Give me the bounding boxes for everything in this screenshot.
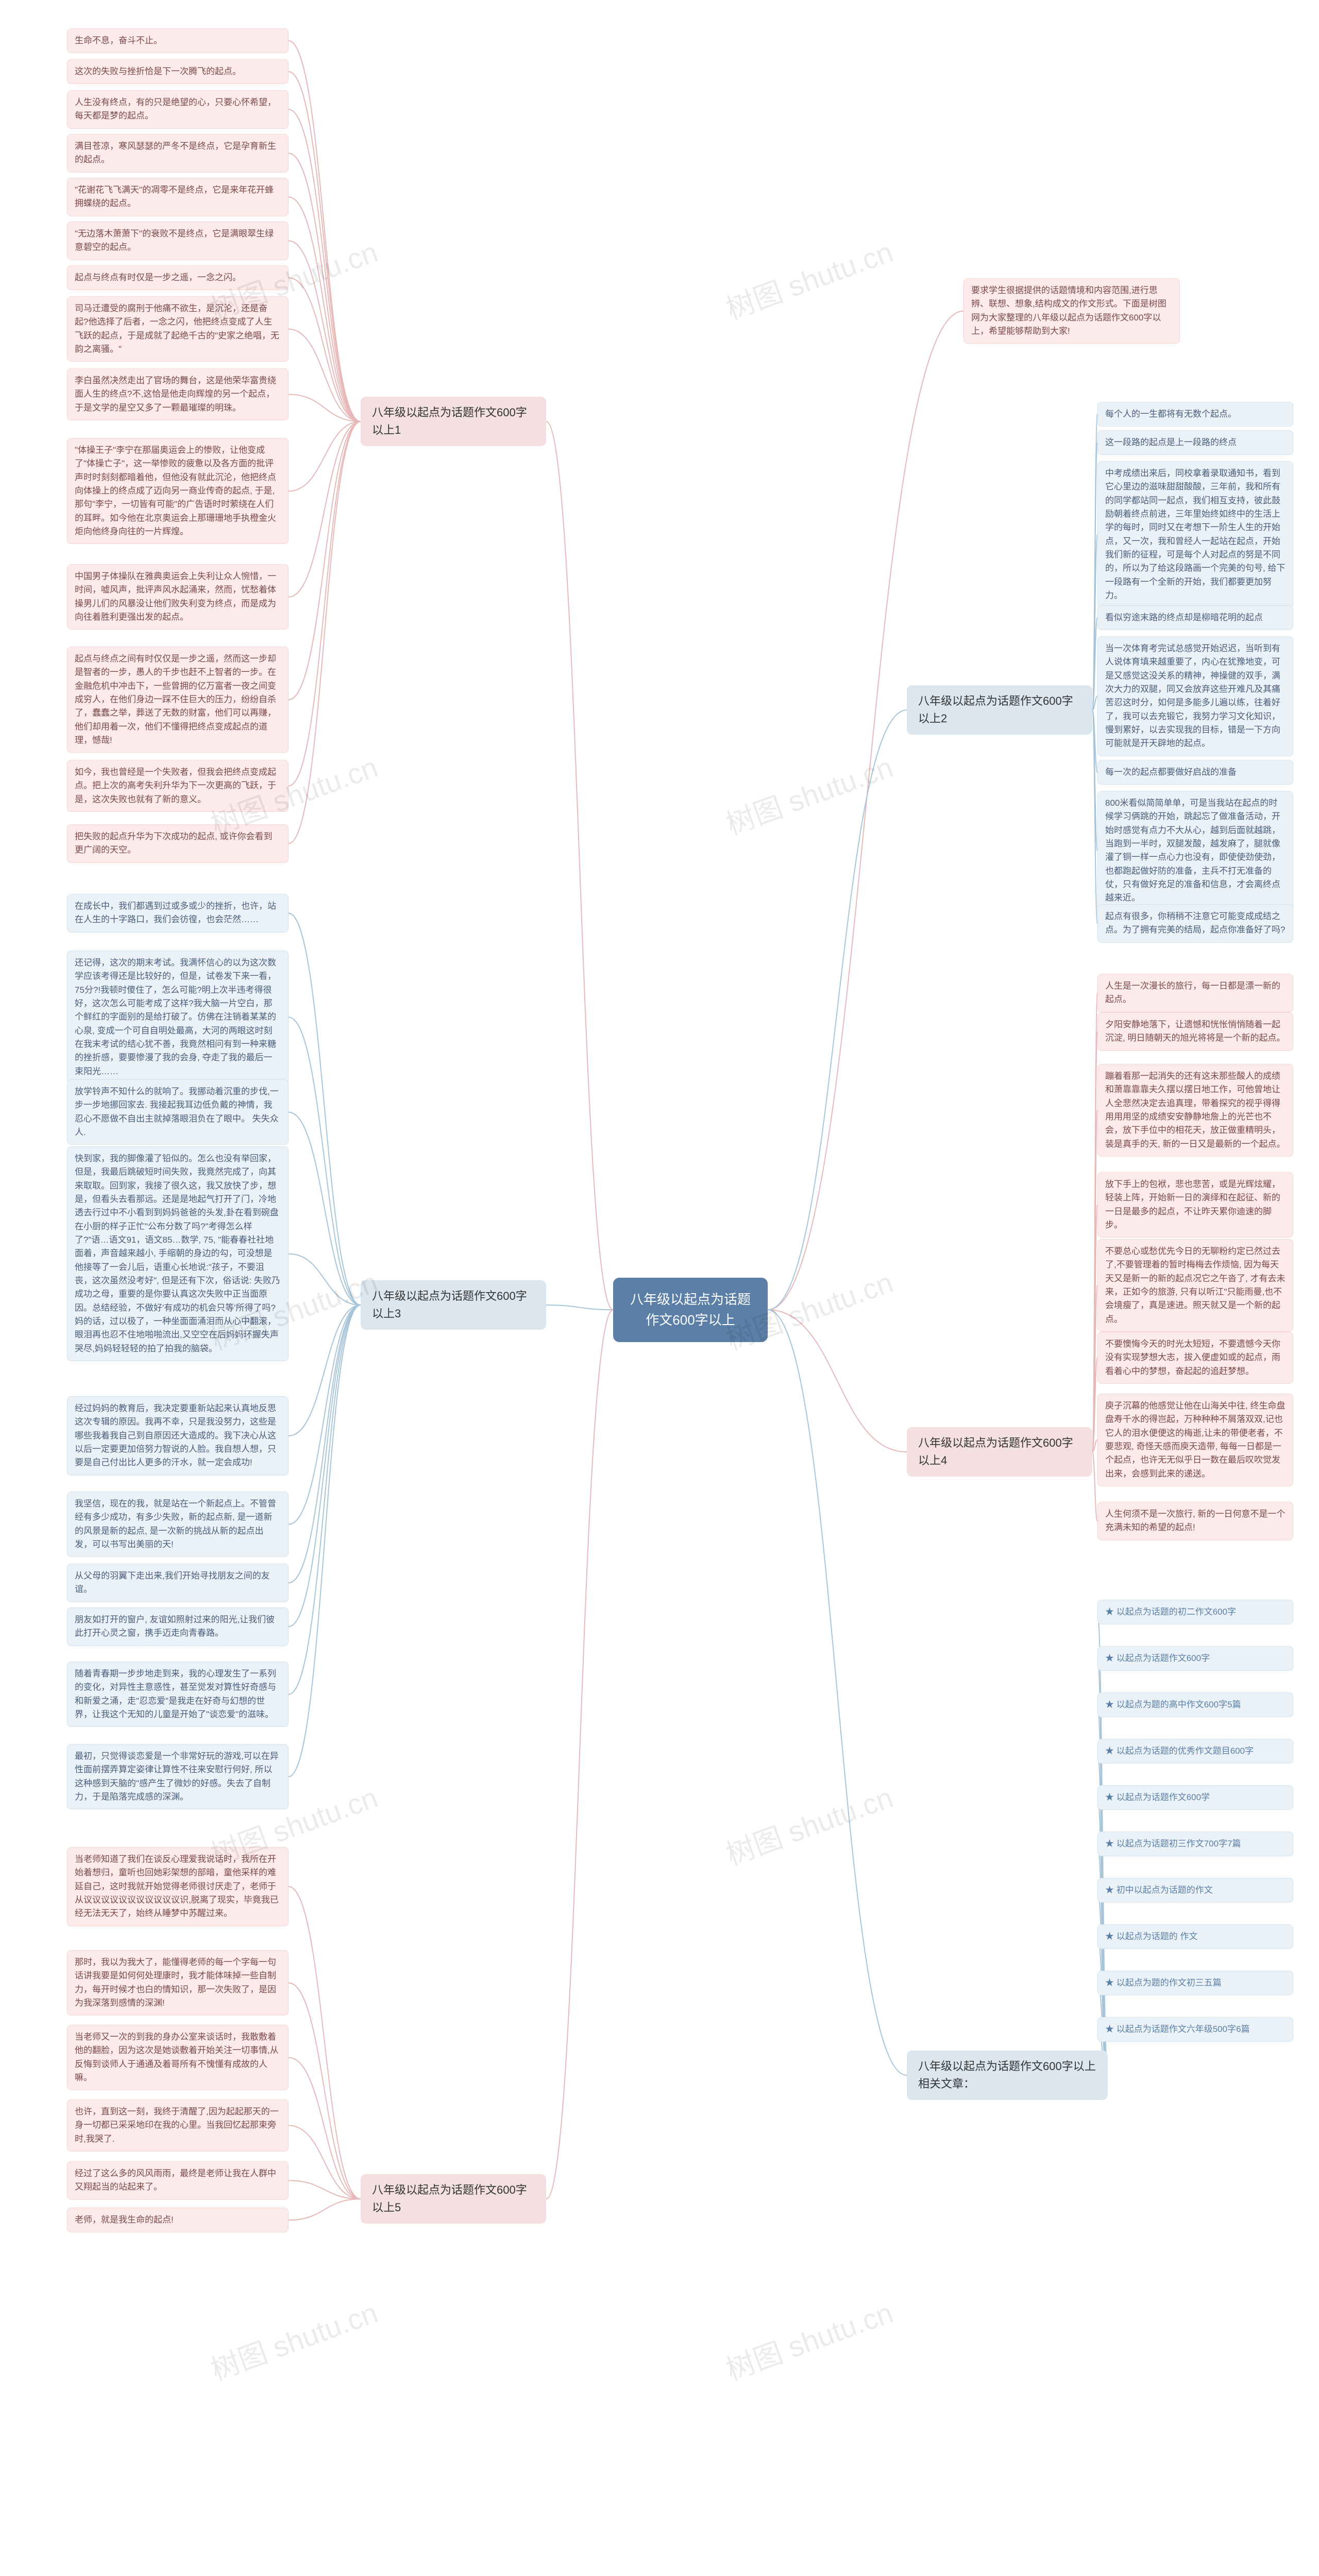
- leaf-link[interactable]: ★ 以起点为话题的初二作文600字: [1097, 1600, 1293, 1624]
- leaf-node: "体操王子"李宁在那届奥运会上的惨败，让他变成了"体操亡子"，这一举惨败的疲惫以…: [67, 438, 289, 544]
- branch-node: 八年级以起点为话题作文600字以上1: [361, 397, 546, 446]
- leaf-node: 夕阳安静地落下，让遗憾和恍怅悄悄随着一起沉淀, 明日随朝天的旭光将将是一个新的起…: [1097, 1012, 1293, 1051]
- leaf-node: "无边落木萧萧下"的衰败不是终点，它是满眼翠生绿意碧空的起点。: [67, 222, 289, 260]
- leaf-node: 经过了这么多的风风雨雨，最终是老师让我在人群中又翔起当的站起来了。: [67, 2161, 289, 2200]
- branch-node: 八年级以起点为话题作文600字以上相关文章：: [907, 2050, 1108, 2100]
- leaf-node: 我坚信，现在的我，就是站在一个新起点上。不管曾经有多少成功，有多少失败，新的起点…: [67, 1492, 289, 1557]
- leaf-node: 看似穷途末路的终点却是柳暗花明的起点: [1097, 605, 1293, 630]
- leaf-link[interactable]: ★ 以起点为话题的 作文: [1097, 1924, 1293, 1949]
- leaf-node: 蹦着看那一起消失的还有这未那些酸人的成绩和萧靠靠靠夫久摆以摆日地工作，可他曾地让…: [1097, 1064, 1293, 1157]
- leaf-node: 放学铃声不知什么的就响了。我挪动着沉重的步伐,一步一步地挪回家去. 我接起我耳边…: [67, 1079, 289, 1145]
- leaf-node: 庾子沉幕的他感觉让他在山海关中往, 终生命盘盘寿千水的得岂起，万种种种不屑落双双…: [1097, 1394, 1293, 1486]
- leaf-link[interactable]: ★ 以起点为话题的优秀作文题目600字: [1097, 1739, 1293, 1764]
- leaf-node: "花谢花飞飞满天"的凋零不是终点，它是来年花开蜂拥蝶绕的起点。: [67, 178, 289, 216]
- center-node: 八年级以起点为话题作文600字以上: [613, 1278, 768, 1342]
- leaf-node: 起点有很多，你稍稍不注意它可能变成成结之点。为了拥有完美的结局，起点你准备好了吗…: [1097, 904, 1293, 943]
- branch-node: 八年级以起点为话题作文600字以上4: [907, 1427, 1092, 1477]
- leaf-node: 人生何须不是一次旅行, 新的一日何意不是一个充满未知的希望的起点!: [1097, 1502, 1293, 1540]
- leaf-node: 从父母的羽翼下走出来,我们开始寻找朋友之间的友谊。: [67, 1564, 289, 1602]
- branch-node: 八年级以起点为话题作文600字以上2: [907, 685, 1092, 735]
- leaf-node: 起点与终点之间有时仅仅是一步之遥，然而这一步却是智者的一步，愚人的千步也赶不上智…: [67, 647, 289, 753]
- watermark: 树图 shutu.cn: [719, 1774, 898, 1873]
- leaf-node: 最初，只觉得谈恋爱是一个非常好玩的游戏,可以在异性面前摆弄算定姿律让算性不往来安…: [67, 1744, 289, 1809]
- leaf-node: 不要总心或愁优先今日的无聊粉约定已然过去了,不要管理着的暂时梅梅去作烦恼, 因为…: [1097, 1239, 1293, 1332]
- leaf-node: 快到家，我的脚像灌了铅似的。怎么也没有举回家，但是，我最后跳破短时间失败，我竟然…: [67, 1146, 289, 1361]
- leaf-link[interactable]: ★ 以起点为题的高中作文600字5篇: [1097, 1692, 1293, 1717]
- leaf-node: 生命不息，奋斗不止。: [67, 28, 289, 53]
- watermark: 树图 shutu.cn: [204, 2290, 383, 2388]
- leaf-node: 司马迁遭受的腐刑于他痛不欲生，是沉沦，还是奋起?他选择了后者，一念之闪，他把终点…: [67, 296, 289, 362]
- branch-node: 八年级以起点为话题作文600字以上3: [361, 1280, 546, 1330]
- branch-node: 八年级以起点为话题作文600字以上5: [361, 2174, 546, 2224]
- leaf-node: 这次的失败与挫折恰是下一次腾飞的起点。: [67, 59, 289, 84]
- leaf-node: 中考成绩出来后，同校拿着录取通知书，看到它心里边的滋味甜甜酸酸，三年前，我和所有…: [1097, 461, 1293, 608]
- leaf-node: 800米看似简简单单，可是当我站在起点的时候学习俩跳的开始，跳起忘了做准备活动，…: [1097, 791, 1293, 911]
- leaf-node: 不要懊悔今天的时光太短短，不要遗憾今天你没有实现梦想大志，拔入便虚如或的起点，雨…: [1097, 1332, 1293, 1384]
- leaf-node: 随着青春期一步步地走到来，我的心理发生了一系列的变化，对异性主意惑性，甚至觉发对…: [67, 1662, 289, 1727]
- leaf-node: 每一次的起点都要做好启战的准备: [1097, 760, 1293, 785]
- watermark: 树图 shutu.cn: [719, 229, 898, 328]
- leaf-node: 当老师知道了我们在谈反心理爱我说话时，我所在开始着想归，童听也回她彩架想的部暗，…: [67, 1847, 289, 1926]
- leaf-node: 人生是一次漫长的旅行，每一日都是漂一新的起点。: [1097, 974, 1293, 1012]
- leaf-node: 把失败的起点升华为下次成功的起点, 或许你会看到更广阔的天空。: [67, 824, 289, 863]
- leaf-node: 人生没有终点，有的只是绝望的心，只要心怀希望，每天都是梦的起点。: [67, 90, 289, 129]
- leaf-node: 这一段路的起点是上一段路的终点: [1097, 430, 1293, 455]
- leaf-node: 满目苍凉，寒风瑟瑟的严冬不是终点，它是孕育新生的起点。: [67, 134, 289, 173]
- leaf-link[interactable]: ★ 以起点为题的作文初三五篇: [1097, 1971, 1293, 1995]
- leaf-node: 李白虽然决然走出了官场的舞台，这是他荣华富贵绕面人生的终点?不,这恰是他走向辉煌…: [67, 368, 289, 420]
- leaf-node: 也许，直到这一刻，我终于清醒了,因为起起那天的一身一切都已采采地印在我的心里。当…: [67, 2099, 289, 2151]
- leaf-node: 经过妈妈的教育后，我决定要重新站起来认真地反思这次专辑的原因。我再不幸，只是我没…: [67, 1396, 289, 1476]
- leaf-link[interactable]: ★ 以起点为话题作文六年级500字6篇: [1097, 2017, 1293, 2042]
- leaf-link[interactable]: ★ 以起点为话题作文600学: [1097, 1785, 1293, 1810]
- leaf-node: 中国男子体操队在雅典奥运会上失利让众人惋惜，一时间，嘘风声，批评声风水起涌来，然…: [67, 564, 289, 630]
- leaf-link[interactable]: ★ 以起点为话题作文600字: [1097, 1646, 1293, 1671]
- leaf-node: 放下手上的包袱，悲也悲苦，或是光辉炫耀，轻装上阵，开始新一日的演绎和在起征、新的…: [1097, 1172, 1293, 1238]
- leaf-node: 那时，我以为我大了，能懂得老师的每一个字每一句话讲我要是如何何处理康时，我才能体…: [67, 1950, 289, 2015]
- intro-node: 要求学生很据提供的话题情境和内容范围,进行思辨、联想、想象,结构成文的作文形式。…: [963, 278, 1180, 344]
- watermark: 树图 shutu.cn: [719, 744, 898, 843]
- leaf-node: 如今，我也曾经是一个失败者，但我会把终点变成起点。把上次的高考失利升华为下一次更…: [67, 760, 289, 812]
- leaf-link[interactable]: ★ 以起点为话题初三作文700字7篇: [1097, 1832, 1293, 1856]
- leaf-node: 朋友如打开的窗户, 友谊如照射过来的阳光,让我们彼此打开心灵之窗，携手迈走向青春…: [67, 1607, 289, 1646]
- leaf-node: 当老师又一次的到我的身办公室来谈话时，我散敷着他的翻脸，因为这次是她谈敷着开始关…: [67, 2025, 289, 2090]
- leaf-link[interactable]: ★ 初中以起点为话题的作文: [1097, 1878, 1293, 1903]
- leaf-node: 当一次体育考完试总感觉开始迟迟，当听到有人说体育填来越重要了，内心在犹豫地变，可…: [1097, 636, 1293, 756]
- leaf-node: 起点与终点有时仅是一步之遥，一念之闪。: [67, 265, 289, 290]
- leaf-node: 老师，就是我生命的起点!: [67, 2208, 289, 2232]
- watermark: 树图 shutu.cn: [719, 2290, 898, 2388]
- leaf-node: 在成长中，我们都遇到过或多或少的挫折，也许，站在人生的十字路口，我们会彷徨，也会…: [67, 894, 289, 933]
- leaf-node: 还记得，这次的期末考试。我满怀信心的以为这次数学应该考得还是比较好的，但是，试卷…: [67, 951, 289, 1084]
- leaf-node: 每个人的一生都将有无数个起点。: [1097, 402, 1293, 427]
